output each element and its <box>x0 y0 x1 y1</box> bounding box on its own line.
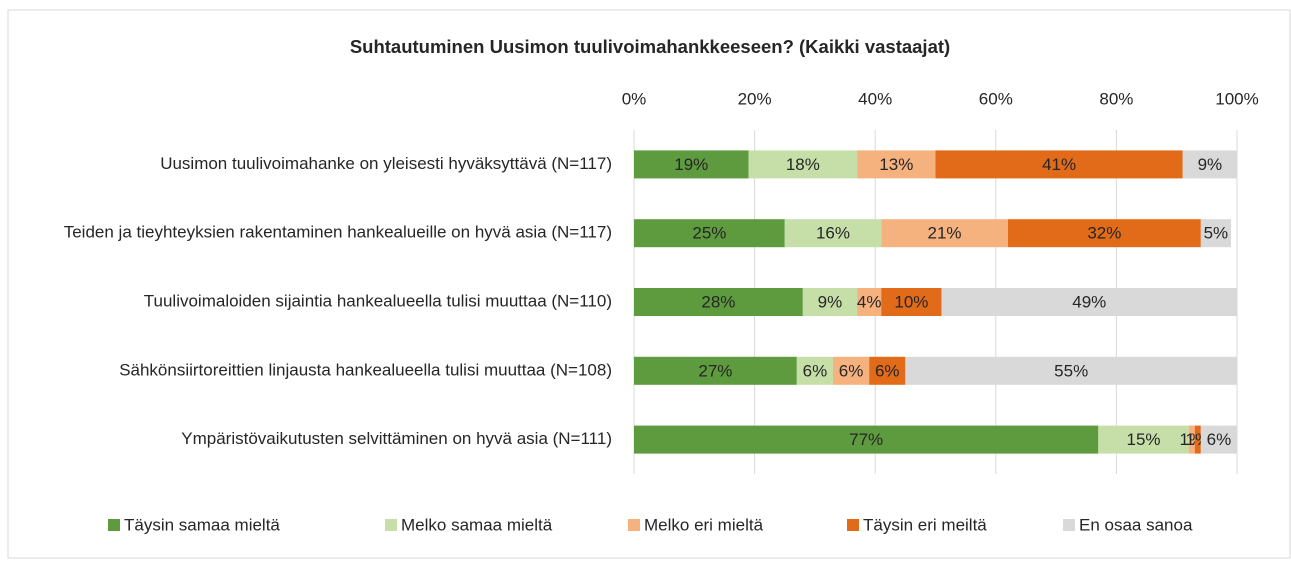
data-label: 32% <box>1087 224 1121 243</box>
x-tick-label: 40% <box>858 89 892 108</box>
bar-segment <box>1007 219 1201 248</box>
data-label: 4% <box>857 292 882 311</box>
data-label: 41% <box>1042 155 1076 174</box>
legend-label: Täysin eri meiltä <box>863 515 987 534</box>
data-label: 49% <box>1072 292 1106 311</box>
data-label: 13% <box>879 155 913 174</box>
legend-swatch <box>628 519 640 531</box>
data-label: 10% <box>894 292 928 311</box>
bar-segment <box>1182 150 1237 179</box>
bar-segment <box>1200 219 1231 248</box>
data-label: 6% <box>839 361 864 380</box>
bar-segment <box>1098 425 1189 454</box>
chart-frame <box>7 9 1291 559</box>
data-label: 9% <box>818 292 843 311</box>
bar-segment <box>748 150 858 179</box>
data-label: 6% <box>1207 430 1232 449</box>
bar-segment <box>1194 425 1201 454</box>
legend-swatch <box>108 519 120 531</box>
bar-segment <box>1188 425 1195 454</box>
legend-swatch <box>847 519 859 531</box>
y-tick-label: Tuulivoimaloiden sijaintia hankealueella… <box>144 291 612 310</box>
y-tick-label: Teiden ja tieyhteyksien rakentaminen han… <box>64 223 612 242</box>
bar-segment <box>1200 425 1237 454</box>
legend-label: Melko eri mieltä <box>644 515 764 534</box>
x-tick-label: 20% <box>738 89 772 108</box>
legend-label: Täysin samaa mieltä <box>124 515 280 534</box>
bar-segment <box>634 150 749 179</box>
data-label: 55% <box>1054 361 1088 380</box>
legend-swatch <box>385 519 397 531</box>
legend-label: En osaa sanoa <box>1079 515 1193 534</box>
data-label: 5% <box>1204 224 1229 243</box>
legend-swatch <box>1063 519 1075 531</box>
bar-segment <box>857 150 936 179</box>
data-label: 77% <box>849 430 883 449</box>
bar-segment <box>869 356 906 385</box>
x-tick-label: 100% <box>1215 89 1258 108</box>
bar-segment <box>881 219 1008 248</box>
chart-title: Suhtautuminen Uusimon tuulivoimahankkees… <box>350 36 950 57</box>
data-label: 15% <box>1127 430 1161 449</box>
data-label: 27% <box>698 361 732 380</box>
data-label: 6% <box>803 361 828 380</box>
bar-segment <box>634 356 797 385</box>
data-label: 9% <box>1198 155 1223 174</box>
data-label: 21% <box>928 224 962 243</box>
x-tick-label: 80% <box>1099 89 1133 108</box>
bar-segment <box>784 219 882 248</box>
bar-segment <box>881 288 942 316</box>
data-label: 18% <box>786 155 820 174</box>
data-label: 6% <box>875 361 900 380</box>
y-tick-label: Uusimon tuulivoimahanke on yleisesti hyv… <box>160 154 612 173</box>
bar-segment <box>905 356 1237 385</box>
data-label: 28% <box>701 292 735 311</box>
y-tick-label: Sähkönsiirtoreittien linjausta hankealue… <box>119 360 612 379</box>
bar-segment <box>857 288 882 316</box>
bar-segment <box>935 150 1183 179</box>
legend-label: Melko samaa mieltä <box>401 515 553 534</box>
bar-segment <box>634 288 803 316</box>
bar-segment <box>802 288 858 316</box>
x-tick-label: 0% <box>622 89 647 108</box>
data-label: 19% <box>674 155 708 174</box>
bar-segment <box>634 425 1099 454</box>
x-tick-label: 60% <box>979 89 1013 108</box>
data-label: 16% <box>816 224 850 243</box>
y-tick-label: Ympäristövaikutusten selvittäminen on hy… <box>181 429 612 448</box>
bar-segment <box>941 288 1237 316</box>
data-label: 25% <box>692 224 726 243</box>
bar-segment <box>796 356 833 385</box>
bar-segment <box>634 219 785 248</box>
bar-segment <box>832 356 870 385</box>
